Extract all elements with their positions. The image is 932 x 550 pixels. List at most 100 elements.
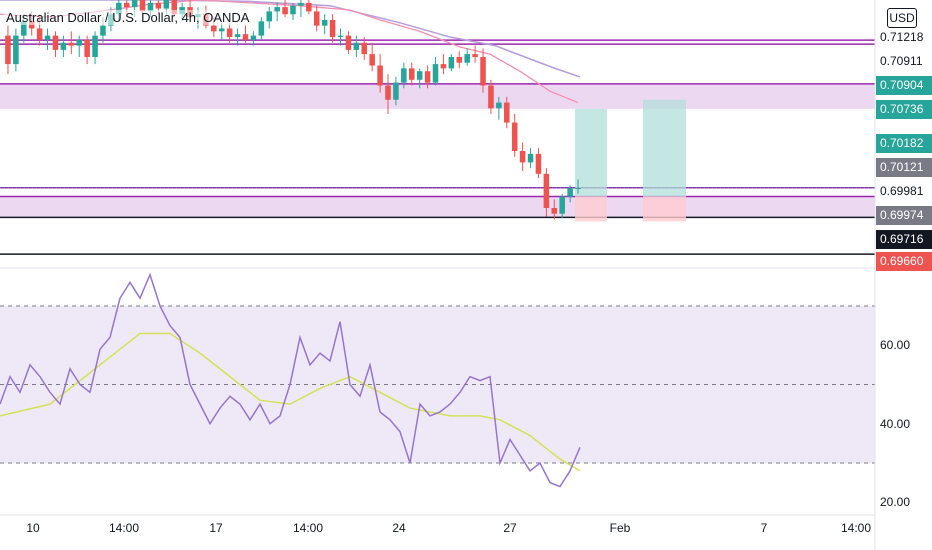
price-label: 0.71218 bbox=[876, 28, 932, 47]
zone-area bbox=[0, 196, 875, 218]
candle-body bbox=[393, 82, 399, 100]
candle-body bbox=[131, 0, 138, 8]
stop-zone bbox=[643, 196, 686, 222]
candle-body bbox=[321, 19, 328, 26]
price-label: 0.70904 bbox=[876, 76, 932, 95]
candle-body bbox=[424, 71, 431, 83]
candle-body bbox=[313, 11, 320, 26]
candle-body bbox=[456, 56, 463, 63]
candle-body bbox=[298, 2, 304, 6]
rsi-tick-label: 40.00 bbox=[880, 416, 911, 431]
candle-body bbox=[226, 28, 233, 38]
candle-body bbox=[123, 2, 130, 8]
price-label: 0.69981 bbox=[876, 182, 932, 201]
candle-body bbox=[559, 196, 565, 214]
candle-body bbox=[511, 122, 518, 152]
time-tick-label: 14:00 bbox=[108, 521, 140, 535]
candle-body bbox=[401, 68, 407, 83]
candle-body bbox=[163, 0, 170, 9]
candle-body bbox=[416, 71, 423, 80]
time-tick-label: 7 bbox=[760, 521, 768, 535]
candle-body bbox=[5, 35, 11, 65]
candle-body bbox=[76, 39, 82, 46]
candle-body bbox=[84, 39, 90, 57]
candle-body bbox=[250, 35, 257, 40]
currency-badge[interactable]: USD bbox=[887, 8, 917, 28]
price-label: 0.70736 bbox=[876, 100, 932, 119]
candle-body bbox=[116, 2, 122, 15]
candle-body bbox=[369, 54, 375, 66]
candle-body bbox=[345, 35, 352, 50]
candle-body bbox=[171, 0, 178, 15]
time-tick-label: 24 bbox=[392, 521, 406, 535]
candle-body bbox=[258, 21, 265, 36]
price-pane bbox=[0, 0, 875, 255]
chart-title: Australian Dollar / U.S. Dollar, 4h, OAN… bbox=[4, 10, 252, 25]
candle-body bbox=[519, 151, 526, 163]
candle-body bbox=[44, 35, 51, 40]
candle-body bbox=[488, 85, 494, 109]
ma-slow-line bbox=[0, 0, 581, 78]
candle-body bbox=[218, 28, 225, 32]
price-label: 0.69716 bbox=[876, 230, 932, 249]
time-tick-label: 10 bbox=[26, 521, 40, 535]
candle-body bbox=[242, 34, 249, 40]
candle-body bbox=[274, 7, 280, 12]
candle-body bbox=[282, 7, 288, 15]
candle-body bbox=[52, 35, 59, 50]
price-label: 0.70121 bbox=[876, 158, 932, 177]
candle-body bbox=[535, 153, 542, 174]
candle-body bbox=[139, 0, 146, 12]
candle-body bbox=[480, 56, 486, 86]
rsi-tick-label: 20.00 bbox=[880, 495, 911, 510]
candle-body bbox=[432, 64, 439, 83]
price-label: 0.69974 bbox=[876, 206, 932, 225]
candle-body bbox=[155, 2, 162, 9]
candle-body bbox=[551, 208, 558, 214]
candle-body bbox=[21, 21, 27, 36]
price-label: 0.70182 bbox=[876, 134, 932, 153]
candle-body bbox=[147, 2, 154, 12]
time-tick-label: Feb bbox=[609, 521, 631, 535]
rsi-line bbox=[0, 272, 581, 488]
candle-body bbox=[543, 173, 550, 209]
candle-body bbox=[100, 25, 106, 36]
candle-body bbox=[575, 188, 581, 190]
candle-body bbox=[377, 65, 383, 86]
candle-body bbox=[567, 188, 573, 197]
rsi-pane bbox=[0, 272, 875, 488]
price-label: 0.70911 bbox=[876, 52, 932, 71]
candle-body bbox=[211, 25, 217, 32]
time-tick-label: 14:00 bbox=[840, 521, 872, 535]
candle-body bbox=[408, 68, 415, 80]
candle-body bbox=[290, 5, 296, 15]
candle-body bbox=[36, 28, 43, 40]
target-zone bbox=[575, 108, 607, 197]
stop-zone bbox=[575, 196, 607, 222]
candle-body bbox=[353, 42, 360, 50]
candle-body bbox=[13, 35, 19, 65]
target-zone bbox=[643, 99, 686, 197]
time-tick-label: 17 bbox=[209, 521, 223, 535]
candle-body bbox=[234, 34, 241, 38]
candle-body bbox=[361, 42, 368, 55]
candle-body bbox=[464, 54, 470, 63]
candle-body bbox=[266, 11, 273, 22]
rsi-tick-label: 60.00 bbox=[880, 338, 911, 353]
candle-body bbox=[337, 35, 344, 38]
candle-body bbox=[329, 19, 336, 38]
candle-body bbox=[92, 35, 98, 57]
candle-body bbox=[68, 42, 75, 46]
rsi-ma-line bbox=[0, 332, 581, 472]
candle-body bbox=[527, 153, 534, 163]
zone-area bbox=[0, 83, 875, 109]
candle-body bbox=[440, 64, 447, 69]
price-label: 0.69660 bbox=[876, 252, 932, 271]
time-tick-label: 14:00 bbox=[292, 521, 324, 535]
candle-body bbox=[496, 102, 502, 109]
time-tick-label: 27 bbox=[503, 521, 517, 535]
candle-body bbox=[60, 42, 67, 50]
candle-body bbox=[448, 56, 455, 69]
